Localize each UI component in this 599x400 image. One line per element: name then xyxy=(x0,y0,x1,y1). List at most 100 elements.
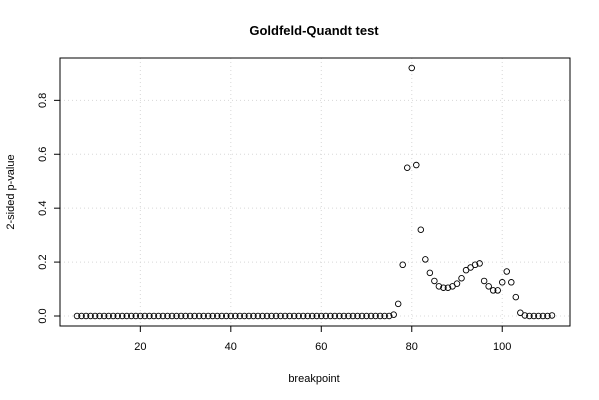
data-point xyxy=(435,283,443,290)
data-point xyxy=(241,312,248,320)
data-point xyxy=(480,277,488,285)
data-point xyxy=(146,312,153,320)
data-point xyxy=(223,312,230,320)
x-axis-label: breakpoint xyxy=(288,373,339,385)
data-point xyxy=(123,312,131,320)
data-point xyxy=(73,312,81,320)
x-tick-label: 100 xyxy=(493,341,511,353)
data-point xyxy=(318,312,325,320)
y-axis: 0.0 0.2 0.4 0.6 0.8 xyxy=(37,93,61,324)
data-point xyxy=(331,312,339,320)
data-point xyxy=(195,312,203,320)
data-point xyxy=(155,312,162,320)
data-point xyxy=(385,312,393,320)
data-point xyxy=(390,311,397,318)
data-point xyxy=(186,312,194,320)
data-point xyxy=(403,164,411,171)
data-point xyxy=(426,269,434,277)
data-point xyxy=(548,312,556,319)
data-point xyxy=(254,312,262,320)
data-point xyxy=(381,312,388,320)
data-point xyxy=(209,312,216,320)
data-point xyxy=(544,312,551,320)
data-point xyxy=(530,312,538,320)
data-point xyxy=(87,312,94,320)
data-point xyxy=(372,312,379,320)
data-point xyxy=(322,312,330,320)
data-point xyxy=(250,312,257,320)
data-point xyxy=(508,279,515,286)
data-point xyxy=(485,283,492,290)
data-point xyxy=(394,300,402,308)
data-point xyxy=(128,312,135,320)
data-point xyxy=(349,312,357,320)
data-point xyxy=(408,64,416,72)
x-tick-label: 60 xyxy=(315,341,327,353)
data-point xyxy=(521,312,529,319)
data-point xyxy=(173,312,180,320)
data-point xyxy=(494,287,501,294)
data-point xyxy=(78,312,85,320)
data-point xyxy=(177,312,185,320)
data-point xyxy=(535,312,542,320)
plot-frame xyxy=(59,57,571,327)
data-point xyxy=(358,312,366,320)
data-point xyxy=(512,293,520,301)
data-point xyxy=(191,312,198,320)
y-axis-label: 2-sided p-value xyxy=(5,154,17,229)
data-point xyxy=(259,312,266,320)
data-point xyxy=(182,312,189,320)
data-point xyxy=(503,268,511,275)
data-point xyxy=(295,312,302,320)
data-point xyxy=(168,312,176,320)
data-point xyxy=(213,312,221,320)
data-point xyxy=(290,312,298,320)
data-point xyxy=(363,312,370,320)
y-tick-label: 0.2 xyxy=(37,254,49,269)
data-point xyxy=(82,312,90,320)
grid xyxy=(60,58,570,326)
data-points xyxy=(73,64,556,320)
y-tick-label: 0.8 xyxy=(37,93,49,108)
data-point xyxy=(444,284,452,291)
data-point xyxy=(471,261,479,269)
data-point xyxy=(109,312,117,320)
data-point xyxy=(299,312,307,320)
data-point xyxy=(413,161,420,169)
data-point xyxy=(218,312,226,320)
data-point xyxy=(150,312,158,320)
x-tick-label: 80 xyxy=(406,341,418,353)
y-tick-label: 0.6 xyxy=(37,147,49,162)
data-point xyxy=(327,312,334,320)
data-point xyxy=(141,312,149,320)
data-point xyxy=(476,260,483,267)
data-point xyxy=(132,312,140,320)
x-tick-label: 40 xyxy=(225,341,237,353)
data-point xyxy=(526,312,533,320)
data-point xyxy=(417,226,425,233)
x-tick-label: 20 xyxy=(134,341,146,353)
data-point xyxy=(245,312,253,320)
data-point xyxy=(489,287,497,294)
data-point xyxy=(354,312,361,320)
data-point xyxy=(164,312,171,320)
data-point xyxy=(118,312,126,320)
data-point xyxy=(399,261,406,269)
x-axis: 20 40 60 80 100 xyxy=(134,325,511,353)
data-point xyxy=(96,312,103,320)
data-point xyxy=(453,280,461,287)
data-point xyxy=(336,312,343,320)
data-point xyxy=(277,312,284,320)
y-tick-label: 0.0 xyxy=(37,308,49,323)
data-point xyxy=(200,312,207,320)
data-point xyxy=(114,312,121,320)
data-point xyxy=(100,312,108,320)
data-point xyxy=(345,312,352,320)
data-point xyxy=(422,256,429,263)
data-point xyxy=(272,312,280,320)
data-point xyxy=(159,312,167,320)
data-point xyxy=(458,275,465,282)
data-point xyxy=(539,312,547,320)
data-point xyxy=(304,312,311,320)
data-point xyxy=(376,312,384,320)
